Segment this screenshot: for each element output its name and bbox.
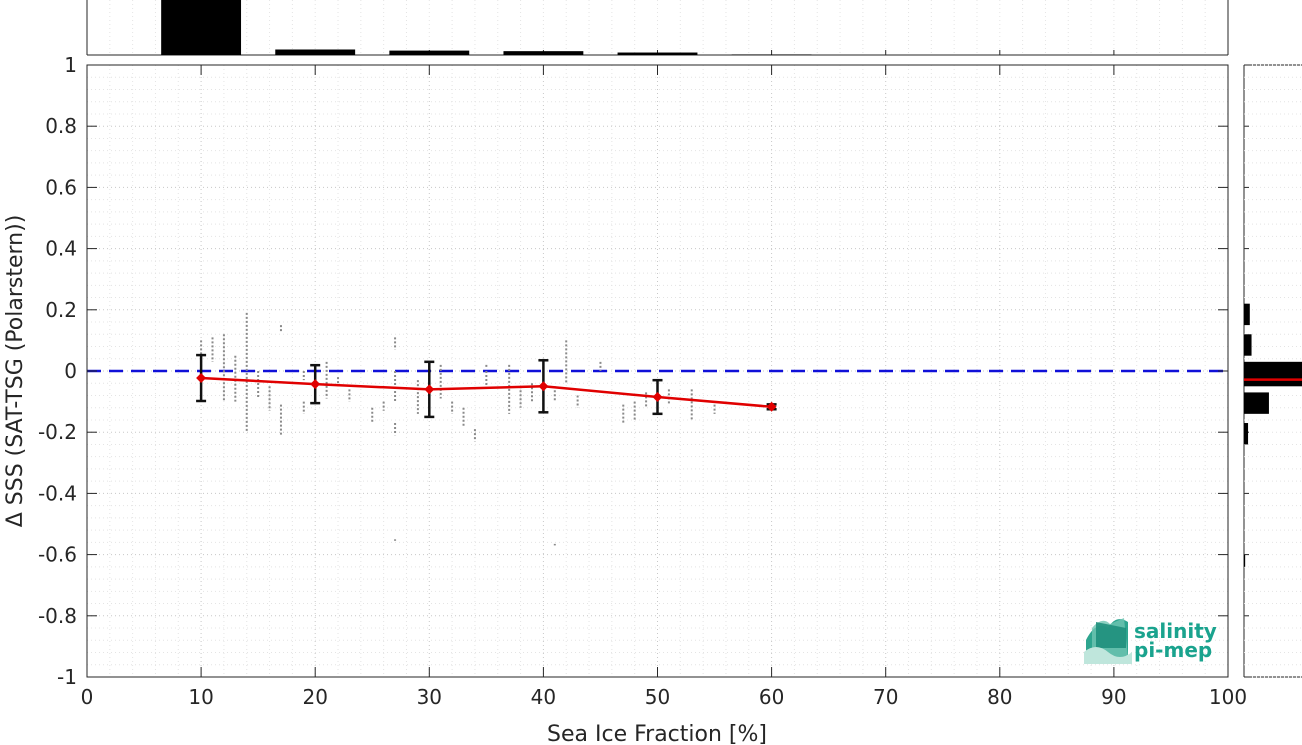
x-tick-label: 10: [188, 685, 213, 709]
x-tick-label: 70: [873, 685, 898, 709]
mean-marker: [196, 373, 207, 384]
right-hist-bar: [1244, 361, 1302, 387]
y-tick-label: 0: [64, 359, 77, 383]
top-histogram: [86, 0, 1229, 56]
y-tick-label: -0.4: [38, 481, 77, 505]
mean-marker: [310, 379, 321, 390]
top-hist-bar: [617, 52, 698, 55]
mean-marker: [766, 401, 777, 412]
y-tick-label: 0.2: [45, 298, 77, 322]
x-tick-label: 100: [1209, 685, 1247, 709]
salinity-pi-mep-logo: salinity pi-mep: [1084, 618, 1217, 664]
x-tick-label: 90: [1101, 685, 1126, 709]
top-hist-bar: [161, 0, 242, 55]
mean-marker: [538, 381, 549, 392]
x-axis-label: Sea Ice Fraction [%]: [547, 722, 767, 745]
x-tick-label: 40: [531, 685, 556, 709]
x-tick-label: 30: [417, 685, 442, 709]
y-tick-label: 0.4: [45, 237, 77, 261]
y-tick-label: 0.8: [45, 114, 77, 138]
x-tick-label: 80: [987, 685, 1012, 709]
raw-points: [200, 312, 716, 546]
x-tick-label: 20: [302, 685, 327, 709]
x-tick-label: 0: [81, 685, 94, 709]
logo-line2: pi-mep: [1134, 638, 1212, 662]
right-histogram: [1243, 64, 1302, 678]
right-hist-bar: [1244, 554, 1246, 567]
right-hist-bar: [1244, 423, 1249, 445]
y-tick-label: -0.6: [38, 543, 77, 567]
right-hist-bar: [1244, 392, 1269, 414]
x-tick-label: 50: [645, 685, 670, 709]
mean-marker: [424, 384, 435, 395]
y-tick-label: 1: [64, 53, 77, 77]
mean-line: [201, 376, 772, 409]
y-tick-label: -0.2: [38, 420, 77, 444]
main-axis-ticks: 0 10 20 30 40 50 60 70 80 90 100 1 0.8 0.6 0.4 0.2 0 -0.2…: [38, 53, 1247, 709]
mean-series: [196, 353, 777, 419]
y-tick-label: -1: [57, 665, 77, 689]
y-axis-label: Δ SSS (SAT-TSG (Polarstern)): [3, 215, 28, 528]
right-hist-bar: [1244, 303, 1250, 326]
logo-line1: salinity: [1134, 619, 1217, 643]
top-hist-bar: [275, 49, 356, 55]
top-hist-bar: [503, 51, 584, 55]
top-hist-bar: [389, 50, 470, 55]
mean-marker: [652, 392, 663, 403]
right-hist-bar: [1244, 334, 1252, 356]
x-tick-label: 60: [759, 685, 784, 709]
logo-waves-icon: [1084, 618, 1132, 664]
top-hist-bar: [731, 54, 812, 55]
y-tick-label: 0.6: [45, 175, 77, 199]
y-tick-label: -0.8: [38, 604, 77, 628]
